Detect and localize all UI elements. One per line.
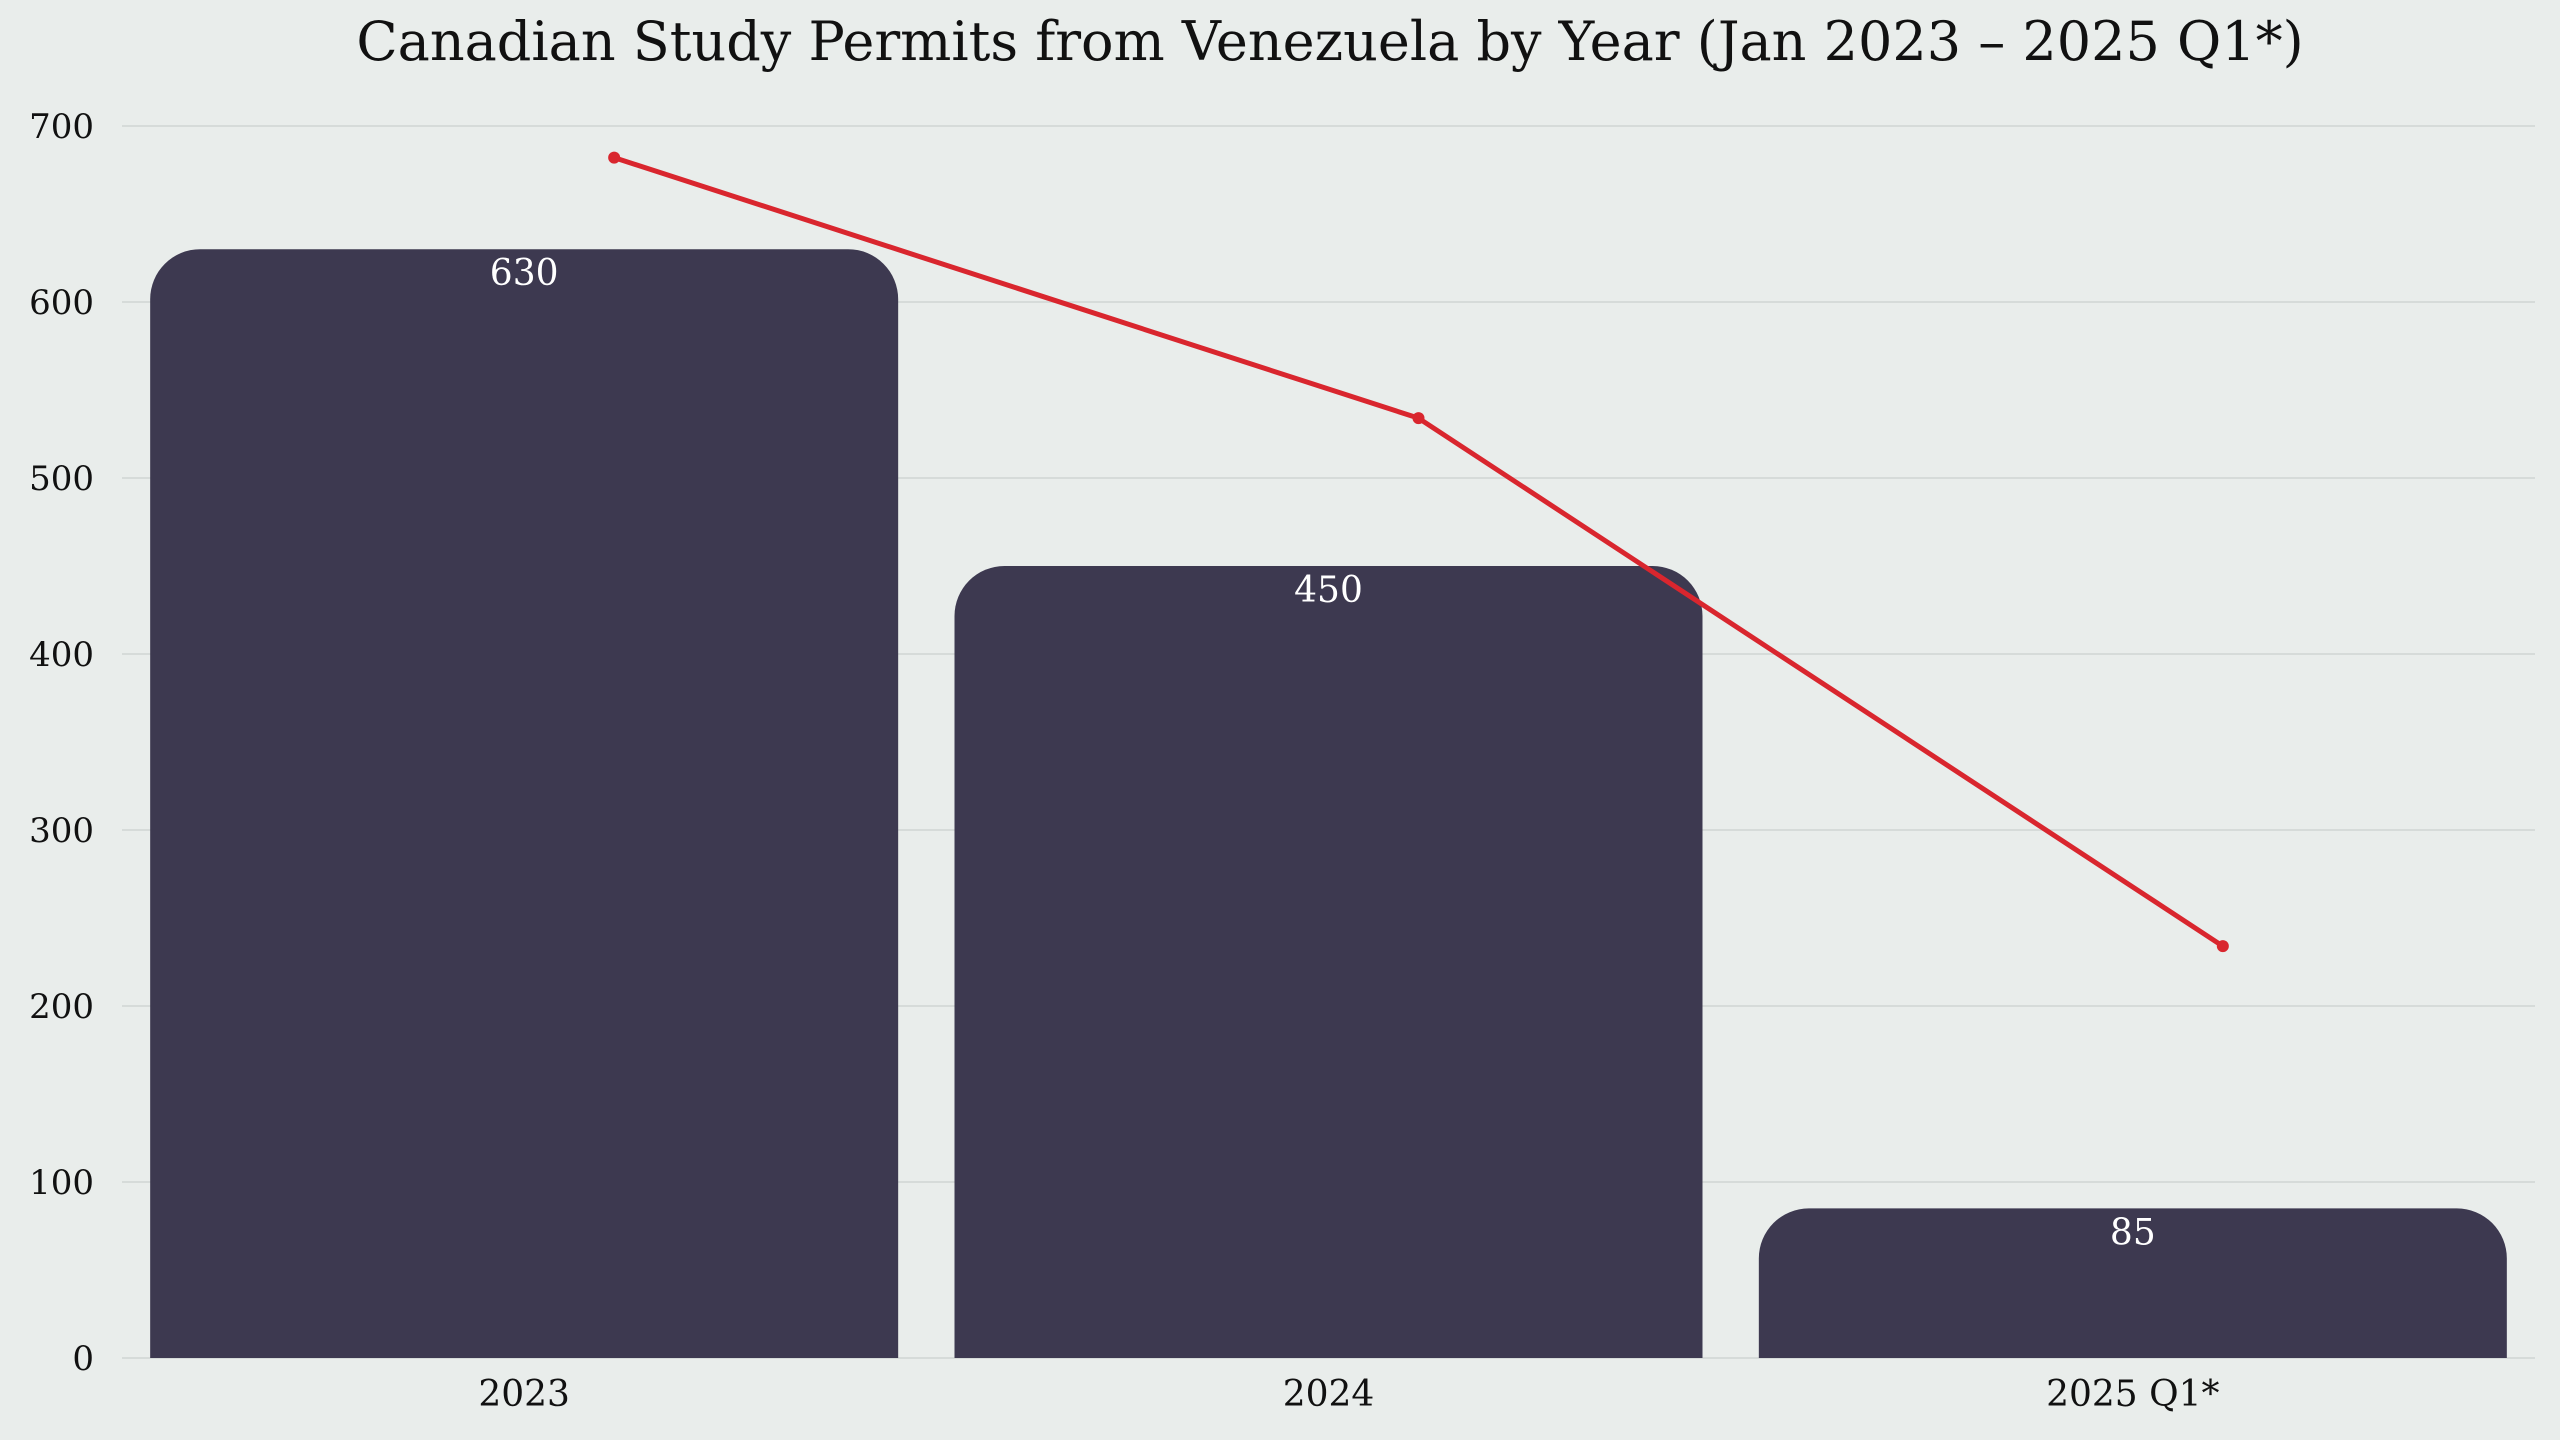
x-tick-label: 2025 Q1* [2046,1374,2219,1415]
x-axis-ticks: 2023 2024 2025 Q1* [478,1374,2219,1415]
bar [954,566,1703,1358]
bar-value-label: 450 [1294,570,1363,611]
chart-title: Canadian Study Permits from Venezuela by… [356,10,2303,73]
bars [150,249,2507,1359]
y-axis-ticks: 0 100 200 300 400 500 600 700 [29,107,94,1379]
x-tick-label: 2023 [478,1374,570,1415]
line-point [608,151,621,164]
y-tick-label: 600 [29,283,94,323]
y-tick-label: 300 [29,811,94,851]
x-tick-label: 2024 [1283,1374,1375,1415]
trend-line [608,151,2229,953]
y-tick-label: 200 [29,987,94,1027]
y-tick-label: 500 [29,459,94,499]
line-point [2216,940,2229,953]
y-tick-label: 0 [72,1339,94,1379]
y-tick-label: 700 [29,107,94,147]
bar-value-label: 85 [2110,1212,2156,1253]
data-labels: 630 450 85 [490,253,2156,1253]
bar [150,249,899,1359]
bar [1758,1208,2507,1358]
y-tick-label: 100 [29,1163,94,1203]
bar-value-label: 630 [490,253,559,294]
y-tick-label: 400 [29,635,94,675]
line-point [1412,412,1425,425]
